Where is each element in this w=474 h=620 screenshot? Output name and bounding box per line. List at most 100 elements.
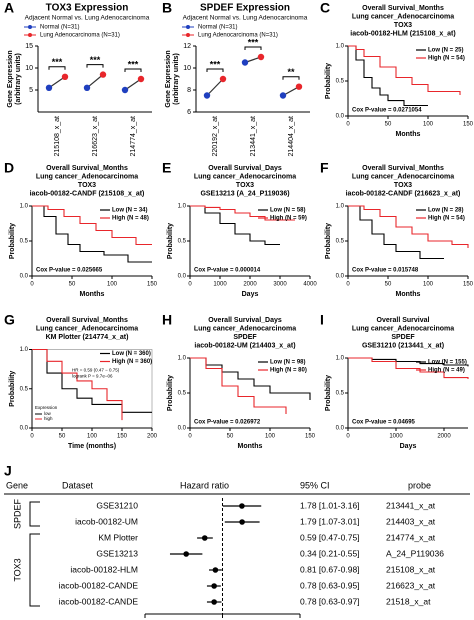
panel-title: Lung cancer_Adenocarcinoma [352,325,454,332]
mean-point [121,86,129,94]
probe: 21518_x_at [386,596,431,606]
x-axis-label: Days [400,443,417,450]
y-tick-label: 0.5 [20,239,29,245]
survival-curve [32,205,152,246]
x-axis-label: Months [238,443,263,450]
x-tick-label: 50 [69,282,76,288]
hazard-ratio [201,535,208,541]
panel-subtitle: Adjacent Normal vs. Lung Adenocarcinoma [25,15,150,22]
y-tick-label: 10 [25,65,33,72]
y-axis-label: Probability [9,223,16,259]
probe: 214403_x_at [386,516,436,526]
mean-point [203,92,211,99]
x-tick-label: 0 [346,122,350,128]
panel-title: TOX3 [394,182,412,189]
ci-label: 0.34 [0.21-0.55] [300,548,360,558]
panel-title: Lung cancer_Adenocarcinoma [194,325,296,332]
panel-title: iacob-00182-CANDF (216623_x_at) [346,190,461,197]
legend-marker [28,25,32,29]
y-tick-label: 0.5 [20,386,29,392]
y-tick-label: 1.0 [20,204,29,210]
x-tick-label: 214774_x_at [130,116,137,157]
legend-marker [28,33,32,37]
inner-legend-label: high [44,416,53,421]
significance-bracket [124,68,142,72]
x-tick-label: 1000 [213,282,227,288]
survival-curve [348,205,444,260]
panel-subtitle: Adjacent Normal vs. Lung Adenocarcinoma [183,15,308,22]
panel-letter: I [320,312,324,328]
y-axis-label: Probability [325,375,332,411]
y-tick-label: 0.5 [336,79,345,85]
panel-title: GSE13213 (A_24_P119036) [200,190,289,197]
legend-label: High (N = 59) [270,216,307,222]
mean-point [257,53,265,61]
x-axis-label: Time (months) [68,443,116,450]
significance: *** [248,37,259,47]
legend-label: High (N = 360) [112,359,152,365]
annotation: logrank P = 9.7e−06 [72,374,113,379]
pair-line [48,76,66,89]
x-tick-label: 100 [265,434,276,440]
ci-label: 0.78 [0.63-0.95] [300,580,360,590]
survival-curve [348,45,428,107]
panel-title: Overall Survival_Days [208,317,282,324]
significance: *** [128,59,139,69]
x-tick-label: 0 [188,434,192,440]
panel-letter: A [4,0,14,16]
pair-line [86,74,104,89]
x-tick-label: 150 [463,122,474,128]
panel-title: Lung cancer_Adenocarcinoma [36,325,138,332]
y-tick-label: 1.0 [20,347,29,353]
y-axis-label: Probability [9,371,16,407]
significance-bracket [244,46,262,50]
significance-bracket [206,68,224,72]
x-tick-label: 150 [463,282,474,288]
dataset: GSE13213 [96,548,138,558]
y-tick-label: 0.0 [20,426,29,432]
x-tick-label: 100 [423,122,434,128]
y-axis-label: (arbitrary units) [173,53,180,105]
y-tick-label: 1.0 [178,204,187,210]
cox-p-value: Cox P-value = 0.025665 [36,268,103,274]
ci-label: 0.78 [0.63-0.97] [300,596,360,606]
significance-bracket [86,64,104,68]
y-axis-label: Probability [325,223,332,259]
y-tick-label: 0.0 [178,426,187,432]
y-tick-label: 0.0 [20,274,29,280]
x-tick-label: 215108_x_at [54,116,61,157]
survival-curve [190,205,295,221]
x-tick-label: 150 [147,282,158,288]
dataset: iacob-00182-CANDE [59,596,139,606]
legend-label: Lung Adenocarcinoma (N=31) [40,33,120,39]
survival-curve [348,357,469,379]
y-tick-label: 12 [183,43,191,50]
dataset: GSE31210 [96,500,138,510]
survival-curve [190,205,280,246]
legend-label: Normal (N=31) [40,25,80,31]
panel-letter: E [162,160,171,176]
legend-label: Lung Adenocarcinoma (N=31) [198,33,278,39]
gene-bracket [29,501,40,527]
cox-p-value: Cox P-value = 0.026972 [194,420,261,426]
pair-line [206,78,224,96]
x-tick-label: 50 [59,434,66,440]
ci-label: 1.79 [1.07-3.01] [300,516,360,526]
legend-label: Low (N = 360) [112,351,151,357]
survival-curve [32,205,152,263]
y-tick-label: 0.5 [178,239,187,245]
x-axis-label: Days [242,291,259,298]
panel-letter: B [162,0,172,16]
y-axis-label: Probability [167,223,174,259]
panel-letter: J [4,463,12,479]
x-tick-label: 0 [346,282,350,288]
y-tick-label: 6 [187,109,191,116]
panel-letter: G [4,312,15,328]
panel-title: SPDEF [233,334,257,341]
y-tick-label: 0.5 [178,391,187,397]
y-tick-label: 0.0 [178,274,187,280]
significance-bracket [282,76,300,80]
x-tick-label: 150 [305,434,316,440]
legend-label: Normal (N=31) [198,25,238,31]
cox-p-value: Cox P-value = 0.04695 [352,420,416,426]
